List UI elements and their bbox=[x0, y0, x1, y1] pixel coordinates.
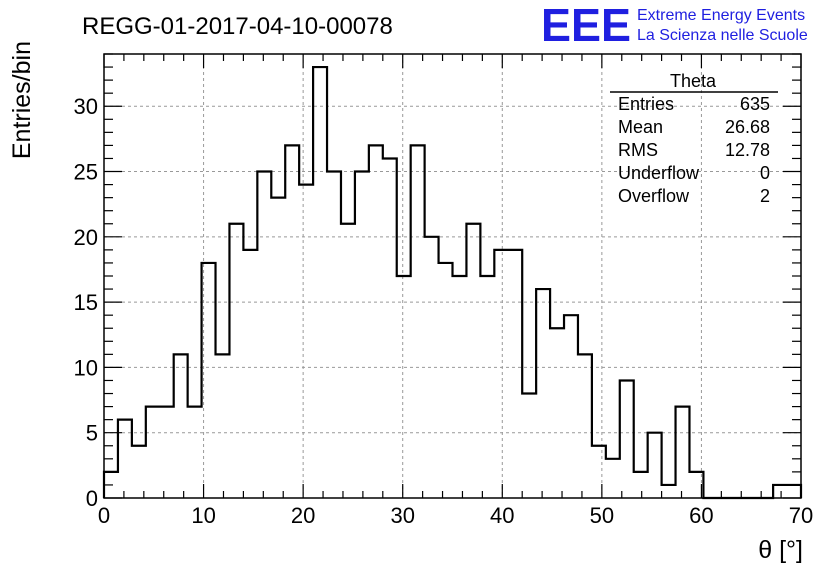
stats-row-label: Overflow bbox=[618, 186, 690, 206]
logo-line-2: La Scienza nelle Scuole bbox=[637, 27, 808, 44]
stats-row-label: RMS bbox=[618, 140, 658, 160]
stats-row-label: Entries bbox=[618, 94, 674, 114]
stats-row-value: 2 bbox=[760, 186, 770, 206]
y-tick-label: 25 bbox=[74, 160, 98, 185]
x-tick-label: 30 bbox=[390, 503, 414, 528]
stats-row-value: 635 bbox=[740, 94, 770, 114]
stats-row-value: 26.68 bbox=[725, 117, 770, 137]
stats-rows: Entries 635 Mean 26.68 RMS 12.78 Underflow 0 Ove… bbox=[618, 94, 770, 206]
x-tick-label: 50 bbox=[590, 503, 614, 528]
y-tick-label: 20 bbox=[74, 225, 98, 250]
stats-box: Theta Entries 635 Mean 26.68 RMS 12.78 Underfl… bbox=[610, 71, 778, 206]
y-tick-labels: 0 5 10 15 20 25 30 bbox=[74, 94, 98, 511]
x-tick-label: 0 bbox=[98, 503, 110, 528]
stats-title: Theta bbox=[670, 71, 717, 91]
stats-row-value: 0 bbox=[760, 163, 770, 183]
grid-lines bbox=[104, 54, 801, 498]
x-tick-label: 40 bbox=[490, 503, 514, 528]
x-tick-labels: 0 10 20 30 40 50 60 70 bbox=[98, 503, 813, 528]
logo-line-1: Extreme Energy Events bbox=[637, 7, 805, 24]
stats-row-label: Underflow bbox=[618, 163, 700, 183]
chart-title: REGG-01-2017-04-10-00078 bbox=[82, 13, 393, 40]
stats-row-value: 12.78 bbox=[725, 140, 770, 160]
axis-ticks bbox=[103, 53, 802, 499]
eee-logo: EEE Extreme Energy Events La Scienza nel… bbox=[541, 0, 808, 51]
x-tick-label: 20 bbox=[291, 503, 315, 528]
x-tick-label: 10 bbox=[191, 503, 215, 528]
x-tick-label: 60 bbox=[689, 503, 713, 528]
x-axis-label: θ [°] bbox=[758, 536, 803, 564]
y-tick-label: 15 bbox=[74, 290, 98, 315]
stats-row-label: Mean bbox=[618, 117, 663, 137]
logo-letters: EEE bbox=[541, 0, 631, 51]
y-tick-label: 10 bbox=[74, 355, 98, 380]
y-tick-label: 30 bbox=[74, 94, 98, 119]
y-tick-label: 0 bbox=[86, 486, 98, 511]
x-tick-label: 70 bbox=[789, 503, 813, 528]
histogram-outline bbox=[102, 65, 803, 500]
y-axis-label: Entries/bin bbox=[8, 41, 36, 159]
y-tick-label: 5 bbox=[86, 421, 98, 446]
